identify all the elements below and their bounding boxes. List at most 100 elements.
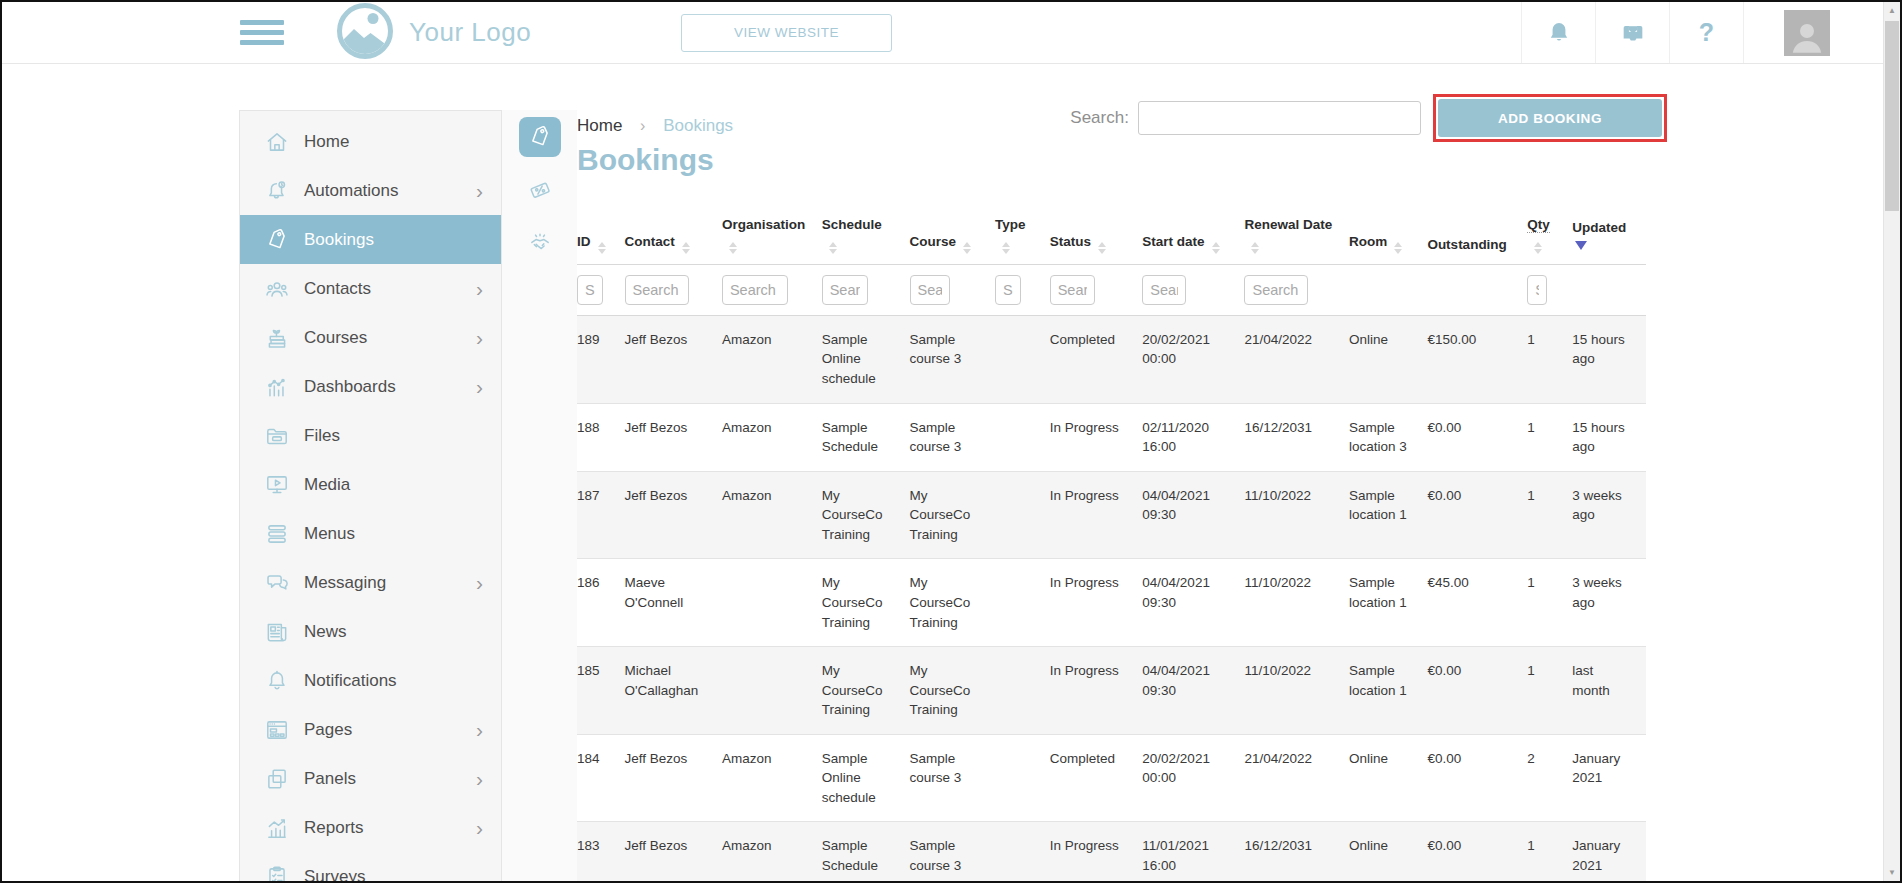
panels-icon — [264, 766, 290, 792]
inbox-icon[interactable] — [1595, 2, 1669, 63]
scrollbar-thumb[interactable] — [1885, 21, 1899, 211]
sidebar-item-files[interactable]: Files — [240, 411, 501, 460]
filter-input-schedule[interactable] — [822, 275, 868, 305]
cell-status: In Progress — [1050, 471, 1143, 559]
chevron-right-icon: › — [476, 180, 483, 201]
booking-row-187[interactable]: 187Jeff BezosAmazonMy CourseCo TrainingM… — [577, 471, 1646, 559]
column-header-course[interactable]: Course — [910, 203, 996, 264]
sidebar-item-pages[interactable]: Pages› — [240, 705, 501, 754]
filter-input-contact[interactable] — [625, 275, 689, 305]
sidebar-item-surveys[interactable]: Surveys — [240, 852, 501, 883]
add-booking-button[interactable]: ADD BOOKING — [1438, 99, 1662, 137]
sidebar-item-news[interactable]: News — [240, 607, 501, 656]
cell-room: Online — [1349, 822, 1427, 883]
sidebar-item-reports[interactable]: Reports› — [240, 803, 501, 852]
column-label: Outstanding — [1427, 237, 1507, 252]
cell-qty: 1 — [1527, 315, 1572, 403]
cell-qty: 1 — [1527, 822, 1572, 883]
filter-input-status[interactable] — [1050, 275, 1095, 305]
sidebar-item-automations[interactable]: Automations› — [240, 166, 501, 215]
column-header-id[interactable]: ID — [577, 203, 625, 264]
scrollbar-down-arrow-icon[interactable]: ▼ — [1884, 864, 1900, 881]
news-icon — [264, 619, 290, 645]
column-header-outstanding[interactable]: Outstanding — [1427, 203, 1527, 264]
help-icon[interactable]: ? — [1669, 2, 1744, 63]
sidebar-item-label: Menus — [304, 524, 355, 544]
column-header-renewal-date[interactable]: Renewal Date — [1244, 203, 1349, 264]
cell-course: Sample course 3 — [910, 403, 996, 471]
menus-icon — [264, 521, 290, 547]
booking-row-185[interactable]: 185Michael O'CallaghanMy CourseCo Traini… — [577, 647, 1646, 735]
sidebar-item-messaging[interactable]: Messaging› — [240, 558, 501, 607]
column-header-start-date[interactable]: Start date — [1142, 203, 1244, 264]
cell-renewal-date: 16/12/2031 — [1244, 822, 1349, 883]
cell-start-date: 11/01/2021 16:00 — [1142, 822, 1244, 883]
breadcrumb-home-link[interactable]: Home — [577, 116, 622, 135]
cell-type — [995, 734, 1050, 822]
booking-row-186[interactable]: 186Maeve O'ConnellMy CourseCo TrainingMy… — [577, 559, 1646, 647]
column-header-status[interactable]: Status — [1050, 203, 1143, 264]
booking-row-184[interactable]: 184Jeff BezosAmazonSample Online schedul… — [577, 734, 1646, 822]
column-header-updated[interactable]: Updated — [1572, 203, 1646, 264]
filter-input-id[interactable] — [577, 275, 603, 305]
vertical-scrollbar[interactable]: ▲ ▼ — [1883, 2, 1900, 881]
cell-outstanding: €0.00 — [1427, 822, 1527, 883]
sidebar-item-notifications[interactable]: Notifications — [240, 656, 501, 705]
cell-updated: 15 hours ago — [1572, 403, 1646, 471]
top-header: Your Logo VIEW WEBSITE ? — [2, 2, 1900, 64]
booking-row-183[interactable]: 183Jeff BezosAmazonSample ScheduleSample… — [577, 822, 1646, 883]
column-header-contact[interactable]: Contact — [625, 203, 722, 264]
sidebar-item-media[interactable]: Media — [240, 460, 501, 509]
media-icon — [264, 472, 290, 498]
column-header-type[interactable]: Type — [995, 203, 1050, 264]
cell-id: 186 — [577, 559, 625, 647]
logo[interactable]: Your Logo — [336, 2, 531, 64]
filter-input-start-date[interactable] — [1142, 275, 1186, 305]
vouchers-ticket-icon[interactable] — [519, 170, 561, 210]
chevron-right-icon: › — [476, 719, 483, 740]
sidebar-item-dashboards[interactable]: Dashboards› — [240, 362, 501, 411]
column-header-schedule[interactable]: Schedule — [822, 203, 910, 264]
annotation-highlight-box: ADD BOOKING — [1433, 94, 1667, 142]
cell-status: In Progress — [1050, 559, 1143, 647]
cell-start-date: 04/04/2021 09:30 — [1142, 471, 1244, 559]
sidebar-item-menus[interactable]: Menus — [240, 509, 501, 558]
filter-input-renewal-date[interactable] — [1244, 275, 1308, 305]
column-label: Updated — [1572, 220, 1626, 235]
view-website-button[interactable]: VIEW WEBSITE — [681, 14, 892, 52]
bookings-tag-icon[interactable] — [519, 117, 561, 157]
cell-qty: 1 — [1527, 471, 1572, 559]
sidebar-item-label: Files — [304, 426, 340, 446]
booking-row-189[interactable]: 189Jeff BezosAmazonSample Online schedul… — [577, 315, 1646, 403]
resellers-handshake-icon[interactable] — [519, 223, 561, 263]
cell-renewal-date: 11/10/2022 — [1244, 559, 1349, 647]
hamburger-menu-icon[interactable] — [240, 20, 284, 45]
cell-start-date: 04/04/2021 09:30 — [1142, 647, 1244, 735]
global-search-input[interactable] — [1138, 101, 1421, 135]
notifications-bell-icon[interactable] — [1521, 2, 1595, 63]
avatar[interactable] — [1784, 10, 1830, 56]
sidebar-item-contacts[interactable]: Contacts› — [240, 264, 501, 313]
cell-start-date: 04/04/2021 09:30 — [1142, 559, 1244, 647]
cell-room: Sample location 3 — [1349, 403, 1427, 471]
sidebar-item-courses[interactable]: Courses› — [240, 313, 501, 362]
sidebar-item-home[interactable]: Home — [240, 117, 501, 166]
scrollbar-up-arrow-icon[interactable]: ▲ — [1884, 2, 1900, 19]
column-header-organisation[interactable]: Organisation — [722, 203, 822, 264]
filter-cell-id — [577, 264, 625, 315]
filter-input-qty[interactable] — [1527, 275, 1547, 305]
sidebar-item-label: Panels — [304, 769, 356, 789]
cell-outstanding: €45.00 — [1427, 559, 1527, 647]
filter-input-course[interactable] — [910, 275, 950, 305]
filter-input-organisation[interactable] — [722, 275, 788, 305]
column-header-room[interactable]: Room — [1349, 203, 1427, 264]
sidebar-item-panels[interactable]: Panels› — [240, 754, 501, 803]
booking-row-188[interactable]: 188Jeff BezosAmazonSample ScheduleSample… — [577, 403, 1646, 471]
cell-renewal-date: 16/12/2031 — [1244, 403, 1349, 471]
cell-course: Sample course 3 — [910, 734, 996, 822]
sort-arrows-icon — [829, 242, 837, 254]
sidebar-item-bookings[interactable]: Bookings — [240, 215, 501, 264]
column-header-qty[interactable]: Qty — [1527, 203, 1572, 264]
filter-input-type[interactable] — [995, 275, 1021, 305]
cell-schedule: Sample Online schedule — [822, 315, 910, 403]
